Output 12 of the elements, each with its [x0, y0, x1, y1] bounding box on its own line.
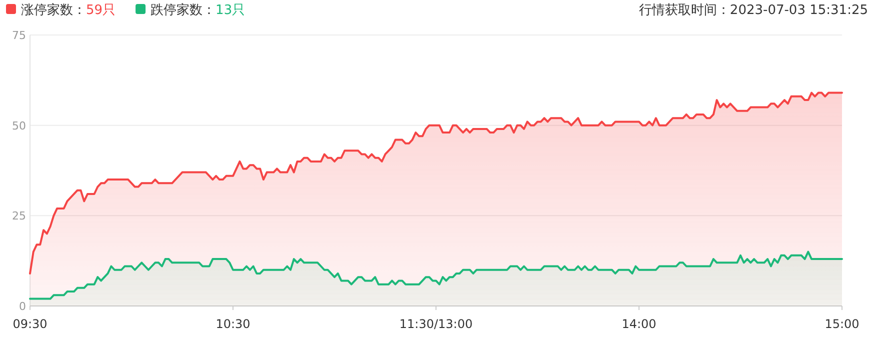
- x-tick-label: 09:30: [12, 317, 48, 331]
- legend-label: 跌停家数：13只: [150, 2, 246, 18]
- y-tick-label: 75: [12, 29, 26, 42]
- x-tick-label: 11:30/13:00: [399, 317, 473, 331]
- y-tick-label: 0: [19, 300, 26, 313]
- y-tick-label: 50: [12, 119, 26, 132]
- x-tick-label: 10:30: [216, 317, 250, 331]
- chart-title: 行情获取时间：2023-07-03 15:31:25: [638, 3, 868, 18]
- x-tick-label: 15:00: [824, 317, 860, 331]
- y-tick-label: 25: [12, 210, 26, 223]
- x-tick-label: 14:00: [622, 317, 656, 331]
- legend-label: 涨停家数：59只: [21, 2, 116, 18]
